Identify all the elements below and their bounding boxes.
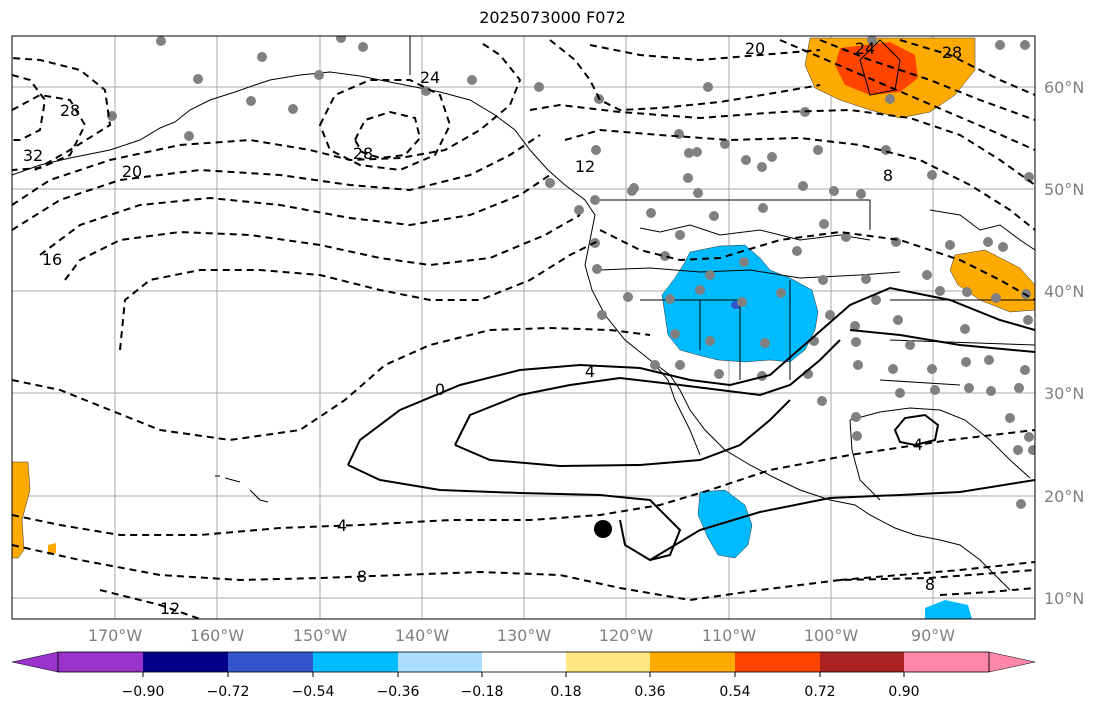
colorbar-bin xyxy=(228,652,313,672)
contour-label: 28 xyxy=(942,43,962,62)
lon-label: 160°W xyxy=(189,626,245,645)
colorbar-tick-label: −0.36 xyxy=(376,684,420,700)
contour-label: 12 xyxy=(160,599,180,618)
lat-label: 30°N xyxy=(1044,384,1085,403)
colorbar-bin xyxy=(398,652,482,672)
colorbar-bin xyxy=(820,652,904,672)
lat-label: 60°N xyxy=(1044,78,1085,97)
lon-label: 150°W xyxy=(292,626,348,645)
contour-label: 24 xyxy=(855,39,875,58)
colorbar-tick-label: 0.36 xyxy=(634,684,666,700)
contour-labels: 20 24 28 28 32 28 24 20 16 12 8 0 4 4 4 … xyxy=(23,39,962,618)
colorbar-bin xyxy=(735,652,820,672)
anomaly-region-small xyxy=(48,543,56,555)
contour-label: 16 xyxy=(42,250,62,269)
anomaly-region-southeast xyxy=(925,600,972,619)
colorbar-bin xyxy=(58,652,143,672)
contour-label: 8 xyxy=(883,166,893,185)
colorbar-arrow-left xyxy=(11,651,59,673)
colorbar-bin xyxy=(650,652,735,672)
anomaly-region-hawaii-west xyxy=(12,461,31,559)
colorbar-tick-label: 0.90 xyxy=(888,684,920,700)
lon-label: 90°W xyxy=(910,626,956,645)
lon-label: 130°W xyxy=(496,626,552,645)
anomaly-region-pacific xyxy=(697,489,753,559)
colorbar-tick-label: 0.54 xyxy=(719,684,751,700)
contour-label: 8 xyxy=(357,567,367,586)
contour-label: 4 xyxy=(337,516,347,535)
map-title: 2025073000 F072 xyxy=(479,8,626,27)
contour-label: 12 xyxy=(575,157,595,176)
contour-label: 28 xyxy=(60,101,80,120)
colorbar-tick-label: 0.72 xyxy=(804,684,836,700)
contour-label: 0 xyxy=(435,380,445,399)
lon-label: 170°W xyxy=(87,626,143,645)
coastlines xyxy=(12,36,1035,591)
contour-label: 24 xyxy=(420,68,440,87)
lat-label: 20°N xyxy=(1044,487,1085,506)
colorbar-arrow-right xyxy=(988,651,1036,673)
colorbar xyxy=(11,651,1036,677)
lon-label: 120°W xyxy=(598,626,654,645)
colorbar-tick-label: −0.54 xyxy=(291,684,335,700)
colorbar-bin xyxy=(904,652,989,672)
colorbar-tick-label: −0.72 xyxy=(206,684,250,700)
lat-label: 40°N xyxy=(1044,282,1085,301)
colorbar-tick-label: 0.18 xyxy=(550,684,582,700)
storm-position-marker xyxy=(594,520,612,538)
lon-label: 110°W xyxy=(701,626,757,645)
lat-label: 10°N xyxy=(1044,589,1085,608)
colorbar-bin xyxy=(566,652,650,672)
contour-label: 28 xyxy=(353,144,373,163)
lat-label: 50°N xyxy=(1044,180,1085,199)
colorbar-tick-label: −0.90 xyxy=(121,684,165,700)
contour-label: 20 xyxy=(745,39,765,58)
colorbar-bin xyxy=(143,652,228,672)
colorbar-bin xyxy=(482,652,566,672)
contour-label: 32 xyxy=(23,146,43,165)
lon-label: 140°W xyxy=(394,626,450,645)
contour-label: 20 xyxy=(122,162,142,181)
station-points xyxy=(107,36,1035,509)
colorbar-tick-label: −0.18 xyxy=(460,684,504,700)
colorbar-bin xyxy=(313,652,398,672)
contour-label: 4 xyxy=(913,435,923,454)
contour-label: 8 xyxy=(925,575,935,594)
contour-lines-positive xyxy=(347,286,1035,562)
contour-lines-negative xyxy=(12,39,1035,619)
contour-label: 4 xyxy=(585,362,595,381)
lon-label: 100°W xyxy=(803,626,859,645)
